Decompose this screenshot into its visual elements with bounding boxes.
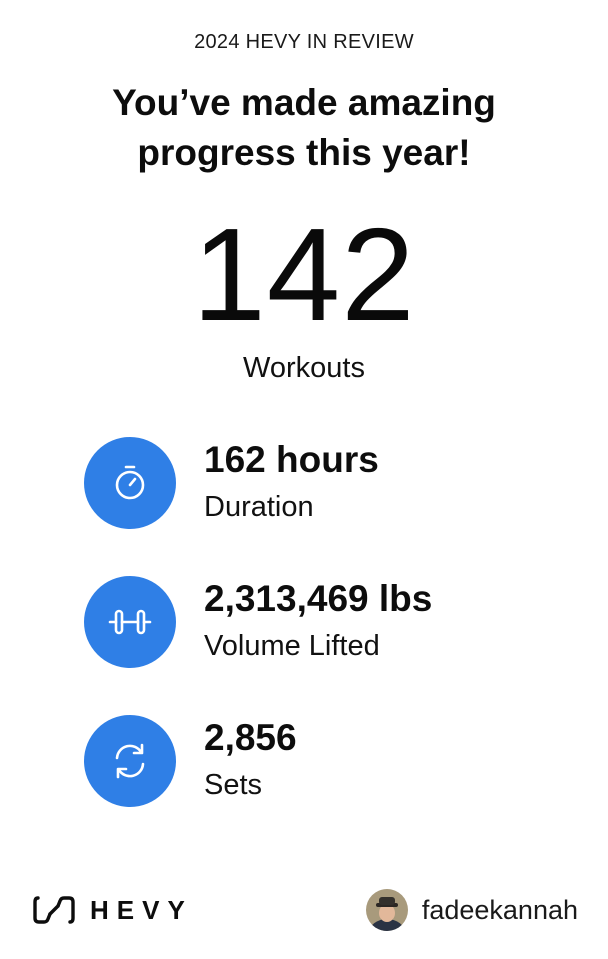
stat-volume: 2,313,469 lbs Volume Lifted	[84, 576, 564, 668]
hevy-logo-icon	[33, 896, 75, 924]
stat-label: Volume Lifted	[204, 630, 380, 662]
stat-duration: 162 hours Duration	[84, 437, 564, 529]
dumbbell-icon	[84, 576, 176, 668]
eyebrow-title: 2024 HEVY IN REVIEW	[194, 31, 414, 53]
username: fadeekannah	[421, 894, 578, 925]
refresh-icon	[84, 715, 176, 807]
logo-wordmark: HEVY	[90, 894, 193, 925]
headline: You’ve made amazing progress this year!	[112, 82, 496, 173]
stat-label: Sets	[204, 769, 263, 801]
stopwatch-icon	[84, 437, 176, 529]
stat-value: 2,856	[204, 717, 297, 758]
stat-value: 162 hours	[204, 439, 379, 480]
avatar	[365, 889, 408, 931]
workouts-count: 142	[192, 201, 416, 348]
stat-sets: 2,856 Sets	[84, 715, 564, 807]
user-profile: fadeekannah	[365, 888, 578, 932]
stat-value: 2,313,469 lbs	[204, 578, 433, 619]
hevy-logo: HEVY	[32, 890, 193, 930]
stat-label: Duration	[204, 491, 314, 523]
workouts-label: Workouts	[243, 352, 365, 384]
